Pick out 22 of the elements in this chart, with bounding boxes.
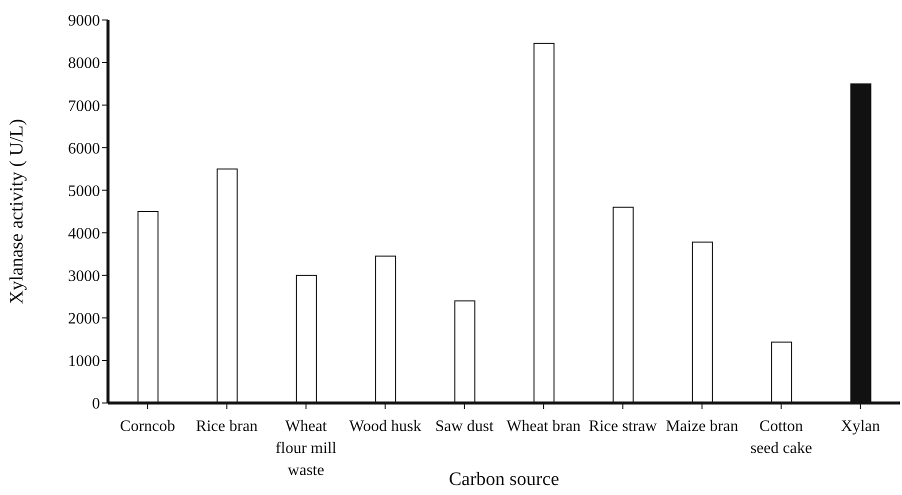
y-tick-label: 4000	[68, 225, 100, 242]
y-tick-label: 3000	[68, 268, 100, 286]
y-tick-label: 8000	[68, 55, 100, 72]
x-tick-label: Wheat bran	[506, 418, 581, 435]
x-tick-label: Rice straw	[588, 418, 658, 435]
y-axis-title: Xylanase activity ( U/L)	[6, 118, 28, 304]
x-tick-label: Rice bran	[196, 418, 258, 435]
y-tick-label: 0	[92, 396, 100, 413]
y-tick-label: 5000	[68, 182, 100, 200]
y-tick-label: 6000	[68, 140, 100, 158]
y-tick-label: 9000	[68, 12, 100, 30]
y-tick-label: 7000	[68, 98, 100, 115]
y-tick-label: 2000	[68, 310, 100, 328]
x-tick-label: Corncob	[120, 418, 176, 435]
x-tick-label: Wood husk	[349, 418, 422, 435]
x-tick-label: Cotton seed cake	[750, 418, 812, 457]
x-tick-label: Maize bran	[666, 418, 738, 435]
y-tick-label: 1000	[68, 353, 100, 370]
x-tick-label: Wheat flour mill waste	[276, 418, 337, 479]
x-tick-label: Saw dust	[435, 418, 494, 435]
x-axis-title: Carbon source	[448, 469, 560, 490]
x-tick-label: Xylan	[840, 418, 880, 435]
